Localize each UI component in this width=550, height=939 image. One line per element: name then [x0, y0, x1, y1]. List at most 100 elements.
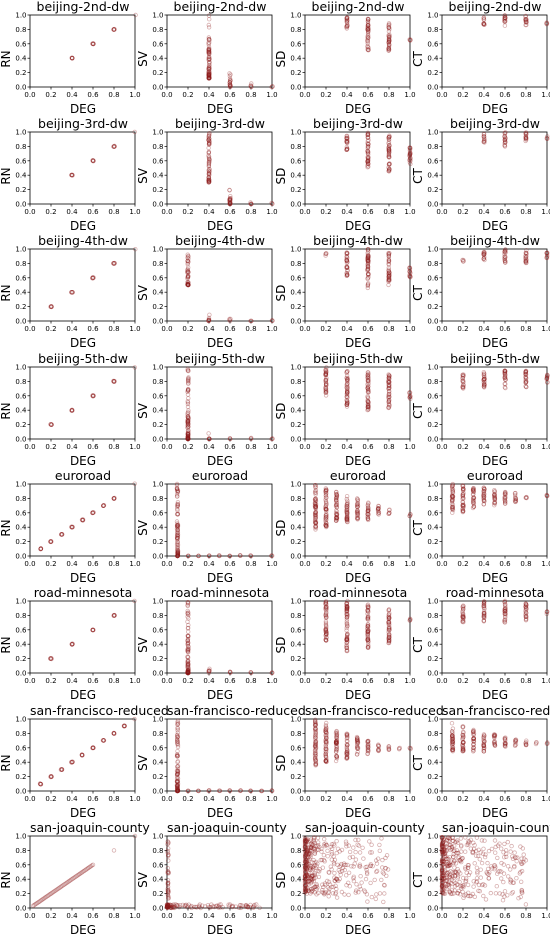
data-point [523, 258, 528, 263]
data-point [111, 496, 117, 501]
data-point [186, 622, 191, 628]
data-point [439, 857, 445, 862]
data-point [186, 670, 191, 676]
data-point [324, 506, 329, 512]
data-point [444, 878, 449, 883]
data-point [68, 877, 74, 882]
data-point [303, 863, 308, 869]
data-point [175, 512, 180, 517]
y-tick-label: 0.0 [290, 318, 301, 326]
data-point [112, 144, 117, 149]
data-point [523, 369, 528, 374]
data-point [502, 137, 508, 143]
data-point [365, 507, 371, 513]
data-point [471, 879, 476, 884]
data-point [302, 849, 308, 854]
data-point [216, 905, 221, 910]
data-point [386, 274, 391, 280]
x-tick-label: 0.2 [457, 677, 468, 685]
data-point [186, 416, 191, 421]
data-point [52, 888, 58, 894]
data-point [175, 766, 180, 771]
data-point [80, 517, 86, 522]
data-point [466, 893, 471, 899]
panel-euroroad-rn: euroroad RN DEG 0.0 0.2 0.4 0.6 0.8 1.0 0.0 0.2 0.4… [0, 469, 141, 586]
data-point [502, 735, 507, 741]
data-point [345, 272, 350, 277]
data-point [440, 881, 445, 886]
y-tick-label: 0.4 [427, 759, 439, 767]
data-point [386, 154, 391, 159]
x-tick-label: 0.0 [161, 325, 172, 333]
data-point [365, 516, 370, 522]
x-axis-label: DEG [206, 219, 234, 233]
data-point [344, 382, 349, 387]
data-point [175, 528, 180, 533]
y-tick-label: 0.8 [290, 612, 301, 620]
data-point [166, 871, 171, 876]
x-tick-label: 0.6 [224, 91, 236, 99]
data-point [451, 860, 456, 866]
data-point [408, 394, 413, 399]
data-point [481, 377, 486, 382]
x-tick-label: 0.2 [457, 325, 468, 333]
data-point [174, 492, 180, 497]
data-point [207, 668, 212, 674]
data-point [365, 615, 370, 620]
data-point [365, 508, 370, 514]
data-point [365, 150, 371, 155]
data-point [69, 55, 75, 61]
data-point [344, 398, 350, 404]
data-point [185, 282, 190, 288]
data-point [452, 843, 457, 849]
data-point [175, 720, 180, 725]
data-point [313, 504, 318, 509]
data-point [365, 637, 370, 642]
data-point [365, 155, 370, 160]
data-point [44, 894, 49, 900]
data-point [345, 510, 350, 515]
data-point [376, 748, 381, 753]
data-point [502, 743, 508, 748]
data-point [248, 669, 253, 675]
data-point [175, 783, 180, 789]
data-point [185, 425, 190, 430]
data-point [502, 139, 508, 144]
data-point [466, 842, 471, 847]
data-point [186, 430, 191, 435]
data-point [70, 641, 75, 646]
data-point [334, 886, 339, 892]
data-point [175, 788, 181, 793]
data-point [344, 607, 349, 612]
data-point [313, 753, 318, 759]
data-point [325, 885, 331, 890]
data-point [453, 869, 458, 875]
data-point [334, 733, 339, 739]
data-point [334, 754, 339, 759]
data-point [482, 379, 487, 384]
data-point [502, 15, 507, 20]
data-point [445, 870, 450, 876]
data-point [175, 553, 180, 559]
data-point [502, 607, 507, 612]
data-point [345, 388, 350, 393]
data-point [69, 56, 75, 61]
data-point [73, 874, 78, 879]
x-tick-label: 0.4 [66, 795, 78, 803]
data-point [386, 282, 391, 288]
data-point [481, 599, 487, 604]
x-tick-label: 0.0 [24, 795, 35, 803]
data-point [206, 75, 211, 81]
data-point [492, 493, 497, 499]
data-point [311, 857, 316, 863]
data-point [112, 495, 117, 501]
x-tick-label: 0.0 [299, 912, 310, 920]
data-point [165, 902, 171, 908]
data-point [481, 498, 487, 504]
data-point [502, 609, 507, 614]
data-point [344, 25, 349, 30]
data-point [345, 613, 350, 619]
data-point [513, 496, 518, 502]
data-point [217, 902, 222, 907]
